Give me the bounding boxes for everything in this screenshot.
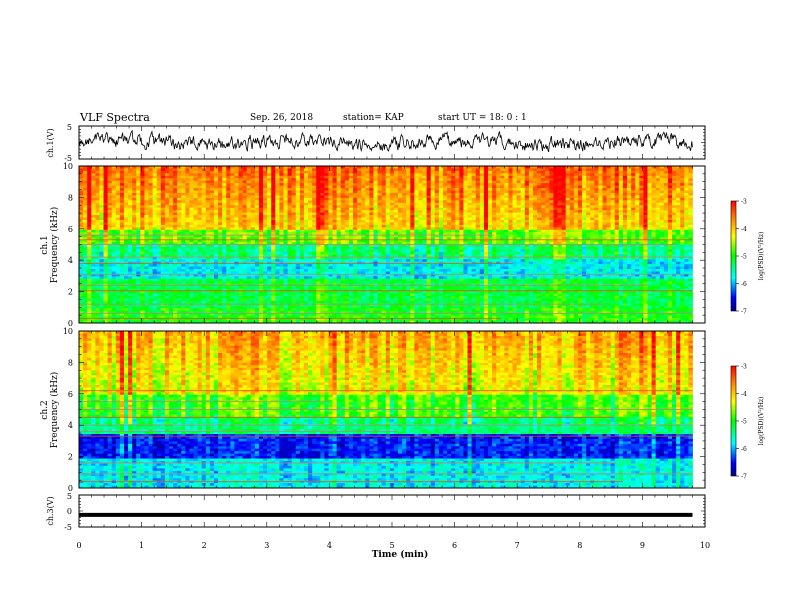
- ch2-spectrogram-image: [79, 331, 693, 488]
- colorbar-ch1-label: log(PSD)(V²/Hz): [758, 232, 765, 281]
- colorbar-tick-label: -4: [741, 226, 747, 233]
- x-tick-label: 2: [202, 541, 207, 550]
- colorbar-tick-label: -4: [741, 391, 747, 398]
- x-tick-label: 8: [577, 541, 582, 550]
- x-axis-label: Time (min): [372, 549, 429, 560]
- colorbar-tick-label: -5: [741, 254, 747, 261]
- ch3-ytick-top: 5: [67, 492, 72, 501]
- ch1-ylabel: ch.1(V): [46, 128, 55, 157]
- freq-tick-label: 4: [68, 256, 73, 265]
- x-axis-tick-labels: 0 1 2 3 4 5 6 7 8 9 10: [76, 541, 710, 550]
- ch1-ytick-top: 5: [67, 123, 72, 132]
- ch3-ylabel: ch.3(V): [46, 496, 55, 525]
- freq-tick-label: 8: [68, 358, 73, 367]
- colorbar-tick-label: -6: [741, 446, 747, 453]
- x-tick-label: 7: [515, 541, 520, 550]
- ch3-ytick-bottom: -5: [64, 523, 72, 532]
- x-tick-label: 9: [640, 541, 645, 550]
- colorbar-tick-label: -5: [741, 419, 747, 426]
- ch2-spec-ylabel-line1: ch.2: [40, 400, 50, 419]
- ch1-spectrogram-image: [79, 166, 693, 323]
- colorbar-ch2: -3 -4 -5 -6 -7 log(PSD)(V²/Hz): [731, 364, 765, 481]
- freq-tick-label: 10: [63, 327, 73, 336]
- freq-tick-label: 6: [68, 225, 73, 234]
- x-tick-label: 1: [139, 541, 144, 550]
- colorbar-ch2-label: log(PSD)(V²/Hz): [758, 397, 765, 446]
- freq-tick-label: 10: [63, 162, 73, 171]
- x-tick-label: 4: [327, 541, 332, 550]
- vlf-figure: 5 -5 ch.1(V) 0246810 ch.1 Frequency (kHz…: [0, 0, 792, 612]
- x-tick-label: 6: [452, 541, 457, 550]
- freq-tick-label: 8: [68, 193, 73, 202]
- x-tick-label: 5: [389, 541, 394, 550]
- ch1-spec-ylabel-line2: Frequency (kHz): [49, 207, 60, 284]
- ch1-spec-ylabel-line1: ch.1: [40, 235, 50, 254]
- panel-ch1-waveform: 5 -5 ch.1(V): [46, 123, 705, 163]
- freq-tick-label: 6: [68, 390, 73, 399]
- colorbar-tick-label: -7: [741, 474, 747, 481]
- colorbar-ch1: -3 -4 -5 -6 -7 log(PSD)(V²/Hz): [731, 199, 765, 316]
- freq-tick-label: 2: [68, 288, 73, 297]
- x-tick-label: 0: [76, 541, 81, 550]
- colorbar-tick-label: -3: [741, 199, 747, 206]
- ch2-spec-ylabel-line2: Frequency (kHz): [49, 372, 60, 449]
- x-tick-label: 3: [264, 541, 269, 550]
- colorbar-tick-label: -6: [741, 281, 747, 288]
- ch3-ytick-mid: 0: [67, 507, 72, 516]
- freq-tick-label: 4: [68, 421, 73, 430]
- colorbar-tick-label: -3: [741, 364, 747, 371]
- panel-ch3-waveform: 5 0 -5 ch.3(V): [46, 492, 705, 532]
- freq-tick-label: 2: [68, 453, 73, 462]
- x-tick-label: 10: [700, 541, 710, 550]
- colorbar-tick-label: -7: [741, 309, 747, 316]
